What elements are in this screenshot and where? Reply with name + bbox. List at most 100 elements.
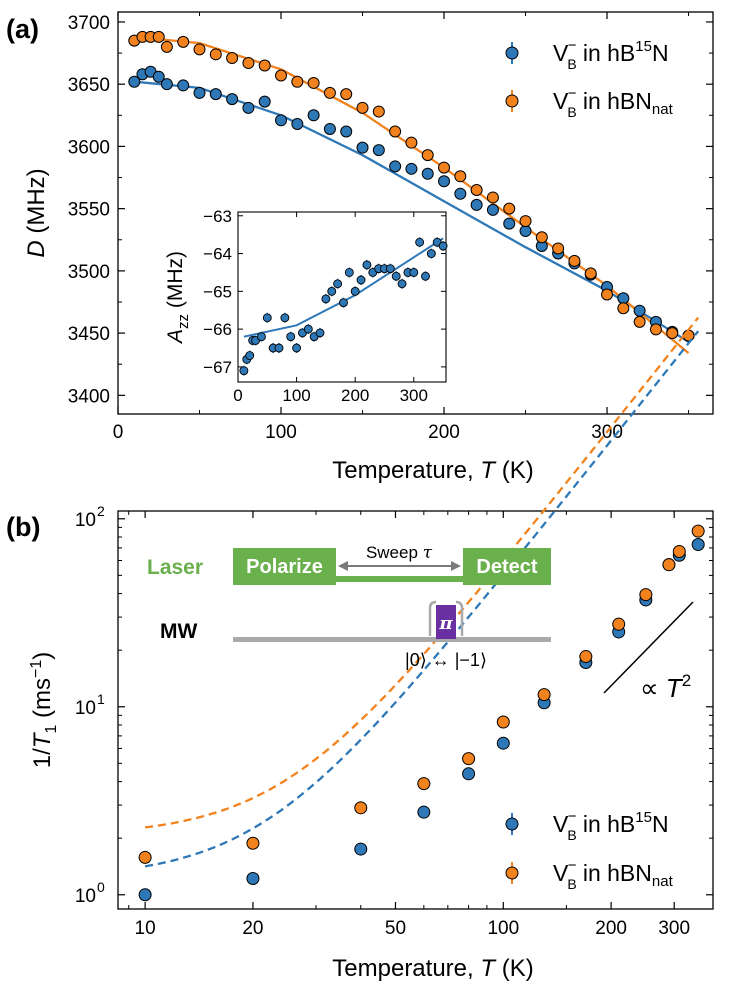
panel-b-point-hB15N <box>417 805 431 819</box>
inset-point <box>245 351 255 361</box>
inset-ylabel: Azz (MHz) <box>164 251 192 345</box>
polarize-box <box>233 548 336 585</box>
panel-a-point-hB15N <box>389 160 402 173</box>
legend-a-item-hbnnat: VB− in hBNnat <box>505 85 674 120</box>
panel-a-point-hBNnat <box>552 242 565 255</box>
panel-a-legend: VB− in hB15N VB− in hBNnat <box>505 37 674 120</box>
panel-b-point-hB15N <box>354 842 368 856</box>
panel-a-point-hBNnat <box>209 48 222 61</box>
panel-a-point-hBNnat <box>193 43 206 56</box>
panel-a-point-hBNnat <box>519 215 532 228</box>
panel-a-point-hBNnat <box>584 267 597 280</box>
panel-a-point-hB15N <box>258 95 271 108</box>
panel-a-point-hB15N <box>356 141 369 154</box>
inset-xtick-label: 300 <box>400 386 428 405</box>
panel-b-point-hBNnat <box>662 558 676 572</box>
inset-point <box>344 267 354 277</box>
panel-a-point-hBNnat <box>323 86 336 99</box>
pi-pulse-label: π <box>438 613 453 634</box>
detect-box <box>463 548 551 585</box>
inset-frame <box>237 211 447 383</box>
panel-b-point-hBNnat <box>612 617 626 631</box>
panel-a-markers <box>128 30 695 342</box>
legend-b-item-hb15n: VB− in hB15N <box>505 808 669 843</box>
panel-a-point-hBNnat <box>438 161 451 174</box>
inset-ytick-label: −63 <box>203 207 232 226</box>
transition-label: |0⟩ ↔ |−1⟩ <box>405 650 487 670</box>
legend-b-text-hbnnat: VB− in hBNnat <box>553 857 674 892</box>
t-squared-guide-line <box>603 601 694 694</box>
pulse-scheme: Laser MW Polarize Detect Sweep τ π |0⟩ ↔… <box>147 543 551 670</box>
panel-a-point-hBNnat <box>535 231 548 244</box>
polarize-label: Polarize <box>246 556 323 578</box>
panel-a-point-hBNnat <box>291 75 304 88</box>
panel-a-point-hBNnat <box>307 76 320 89</box>
panel-a-point-hB15N <box>128 75 141 88</box>
panel-a-point-hBNnat <box>275 69 288 82</box>
inset-point <box>339 298 348 308</box>
inset-point <box>315 328 325 338</box>
panel-a-point-hBNnat <box>152 30 165 43</box>
legend-a-item-hb15n: VB− in hB15N <box>505 37 669 72</box>
panel-b-xlabel: Temperature, T (K) <box>332 955 533 982</box>
panel-b-ylabel: 1/T1 (ms−1) <box>28 652 60 769</box>
pi-pulse-right-bracket <box>455 600 464 636</box>
inset-point <box>327 286 337 296</box>
panel-b-fit-hBNnat <box>144 316 700 829</box>
panel-b-frame <box>117 510 714 910</box>
panel-b-xtick-label: 200 <box>595 918 627 939</box>
inset-point <box>286 332 296 342</box>
inset-point <box>409 267 419 277</box>
panel-b-point-hBNnat <box>537 688 551 702</box>
inset-point <box>385 264 395 274</box>
panel-a-point-hB15N <box>226 93 239 106</box>
panel-b-point-hBNnat <box>138 850 152 864</box>
panel-a-ytick-label: 3450 <box>68 324 110 345</box>
panel-b-ytick-label: 10 <box>75 510 96 531</box>
panel-b-point-hBNnat <box>417 777 431 791</box>
panel-b-point-hB15N <box>496 736 510 750</box>
panel-b-point-hBNnat <box>691 524 705 538</box>
panel-b-point-hBNnat <box>462 752 476 766</box>
panel-a-point-hBNnat <box>666 327 679 340</box>
panel-a-point-hB15N <box>438 175 451 188</box>
inset-ytick-label: −66 <box>203 320 232 339</box>
panel-b-ytick-exponent: 1 <box>97 691 105 707</box>
panel-a-xlabel: Temperature, T (K) <box>332 457 533 484</box>
panel-a-point-hBNnat <box>649 323 662 336</box>
laser-label: Laser <box>147 556 203 579</box>
inset-xtick-label: 200 <box>341 386 369 405</box>
panel-a-point-hB15N <box>372 144 385 157</box>
inset-point <box>426 249 436 259</box>
panel-a-point-hB15N <box>405 162 418 175</box>
inset-point <box>321 294 331 304</box>
pi-pulse-left-bracket <box>428 600 437 636</box>
inset-point <box>438 241 448 251</box>
legend-b-text-hb15n: VB− in hB15N <box>553 808 669 843</box>
panel-a-ylabel: D (MHz) <box>23 168 50 257</box>
pi-pulse <box>436 605 456 639</box>
panel-a-point-hB15N <box>323 122 336 135</box>
inset-point <box>256 332 266 342</box>
sweep-arrow-left-head <box>338 561 348 571</box>
panel-b-fit-lines <box>144 316 700 868</box>
panel-a-point-hBNnat <box>356 101 369 114</box>
panel-a-point-hBNnat <box>617 302 630 315</box>
laser-baseline <box>336 576 463 582</box>
inset-markers <box>239 237 448 376</box>
panel-a-point-hBNnat <box>340 88 353 101</box>
inset-point <box>333 279 343 289</box>
inset-ytick-label: −67 <box>203 358 232 377</box>
inset-point <box>397 279 407 289</box>
panel-a-ytick-label: 3650 <box>68 75 110 96</box>
panel-a-xtick-label: 200 <box>428 422 460 443</box>
panel-a-point-hB15N <box>617 292 630 305</box>
panel-b-point-hBNnat <box>639 588 653 602</box>
inset-point <box>356 275 366 285</box>
panel-a-point-hB15N <box>421 167 434 180</box>
panel-b-point-hB15N <box>691 537 705 551</box>
panel-a-ytick-label: 3550 <box>68 200 110 221</box>
panel-a-point-hB15N <box>242 101 255 114</box>
